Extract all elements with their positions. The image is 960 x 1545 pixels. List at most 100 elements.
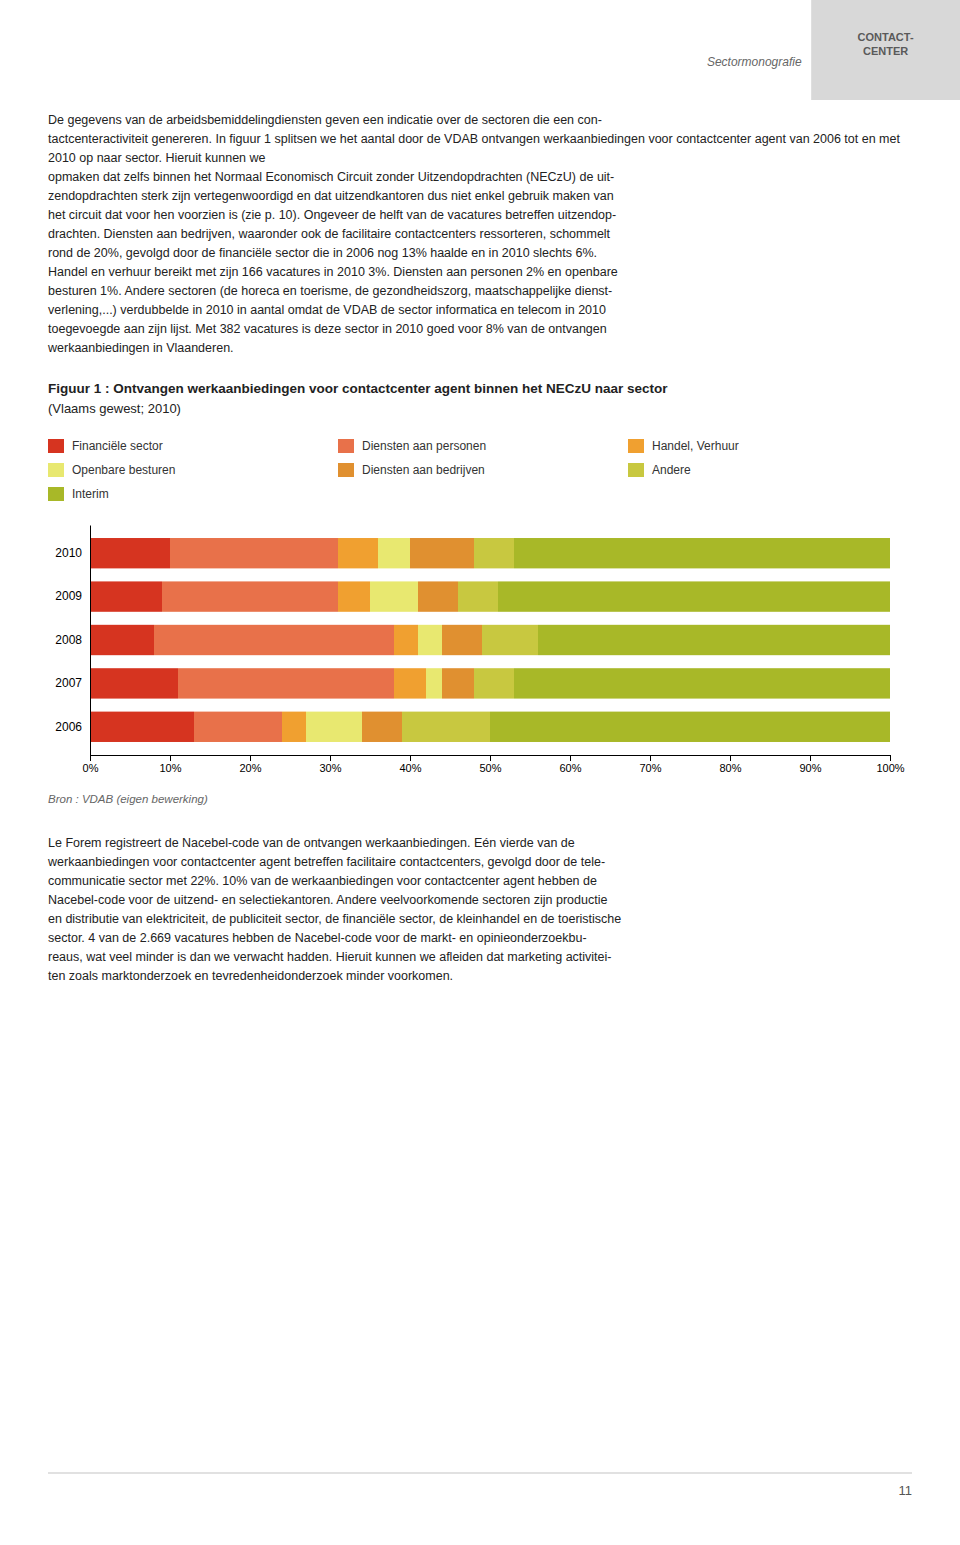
x-tick: 70% — [639, 755, 661, 774]
x-tick: 80% — [719, 755, 741, 774]
bar — [178, 668, 394, 698]
paragraph-line: tactcenteractiviteit genereren. In figuu… — [48, 132, 900, 165]
x-tick: 90% — [799, 755, 821, 774]
x-tick: 30% — [319, 755, 341, 774]
bar — [442, 625, 482, 655]
page: CONTACT-CENTERSectormonografieDe gegeven… — [0, 0, 960, 1545]
bar — [474, 538, 514, 568]
x-tick-mark — [810, 755, 811, 761]
paragraph-line: ten zoals marktonderzoek en tevredenheid… — [48, 969, 453, 983]
y-tick: 2009 — [55, 589, 90, 603]
x-tick-mark — [170, 755, 171, 761]
footer-rule — [48, 1473, 912, 1474]
x-tick-label: 40% — [399, 762, 421, 774]
bar — [90, 712, 194, 742]
bar-series — [306, 538, 442, 742]
legend-swatch — [628, 439, 644, 453]
x-tick-label: 90% — [799, 762, 821, 774]
bar — [538, 625, 890, 655]
paragraph-line: opmaken dat zelfs binnen het Normaal Eco… — [48, 170, 614, 184]
bar — [282, 712, 306, 742]
x-tick-label: 60% — [559, 762, 581, 774]
legend-label: Openbare besturen — [72, 463, 175, 477]
bar — [418, 581, 458, 611]
legend-swatch — [48, 439, 64, 453]
header-box-text: CONTACT- CENTER — [858, 31, 914, 57]
paragraph-line: rond de 20%, gevolgd door de financiële … — [48, 246, 597, 260]
bar — [514, 538, 890, 568]
x-tick-mark — [490, 755, 491, 761]
y-tick-label: 2009 — [55, 589, 82, 603]
y-tick: 2010 — [55, 546, 90, 560]
legend-label: Andere — [652, 463, 691, 477]
bar — [338, 538, 378, 568]
bar — [426, 668, 442, 698]
bar — [402, 712, 490, 742]
x-tick-label: 30% — [319, 762, 341, 774]
bar — [90, 625, 154, 655]
bar-series — [402, 538, 538, 742]
legend-label: Financiële sector — [72, 439, 163, 453]
bar — [442, 668, 474, 698]
paragraph-line: sector. 4 van de 2.669 vacatures hebben … — [48, 931, 587, 945]
paragraph-line: toegevoegde aan zijn lijst. Met 382 vaca… — [48, 322, 607, 336]
y-tick: 2008 — [55, 633, 90, 647]
header-box-line: CENTER — [863, 45, 908, 57]
x-tick: 60% — [559, 755, 581, 774]
bar — [378, 538, 410, 568]
bar-series — [362, 538, 482, 742]
bar — [154, 625, 394, 655]
paragraph-line: Handel en verhuur bereikt met zijn 166 v… — [48, 265, 618, 279]
chart: 0%10%20%30%40%50%60%70%80%90%100%2010200… — [55, 526, 904, 774]
paragraph-line: het circuit dat voor hen voorzien is (zi… — [48, 208, 616, 222]
chart-subtitle: (Vlaams gewest; 2010) — [48, 401, 181, 416]
legend-label: Diensten aan bedrijven — [362, 463, 485, 477]
x-tick-label: 10% — [159, 762, 181, 774]
x-tick-mark — [650, 755, 651, 761]
bar — [418, 625, 442, 655]
y-axis: 20102009200820072006 — [55, 526, 90, 756]
legend-swatch — [628, 463, 644, 477]
bar — [362, 712, 402, 742]
header-box-line: CONTACT- — [858, 31, 914, 43]
bar — [458, 581, 498, 611]
y-tick-label: 2010 — [55, 546, 82, 560]
bar — [90, 538, 170, 568]
y-tick-label: 2006 — [55, 720, 82, 734]
bar — [338, 581, 370, 611]
legend-label: Diensten aan personen — [362, 439, 486, 453]
paragraph-line: communicatie sector met 22%. 10% van de … — [48, 874, 597, 888]
source-text: Bron : VDAB (eigen bewerking) — [48, 793, 208, 805]
header-box — [811, 0, 960, 100]
bar — [394, 625, 418, 655]
legend-item: Financiële sector — [48, 439, 163, 453]
bar — [90, 668, 178, 698]
x-tick: 40% — [399, 755, 421, 774]
x-tick-label: 80% — [719, 762, 741, 774]
bar — [370, 581, 418, 611]
bar-series — [154, 538, 394, 742]
bar — [306, 712, 362, 742]
x-tick-label: 50% — [479, 762, 501, 774]
legend-swatch — [338, 439, 354, 453]
paragraph-line: werkaanbiedingen voor contactcenter agen… — [47, 855, 605, 869]
legend-swatch — [338, 463, 354, 477]
x-tick-mark — [330, 755, 331, 761]
legend-item: Interim — [48, 487, 109, 501]
y-tick: 2006 — [55, 720, 90, 734]
x-tick-mark — [570, 755, 571, 761]
bar — [482, 625, 538, 655]
bar — [162, 581, 338, 611]
paragraph-line: reaus, wat veel minder is dan we verwach… — [48, 950, 612, 964]
x-tick-mark — [410, 755, 411, 761]
paragraph-line: werkaanbiedingen in Vlaanderen. — [47, 341, 234, 355]
paragraph-line: drachten. Diensten aan bedrijven, waaron… — [48, 227, 611, 241]
y-tick-label: 2008 — [55, 633, 82, 647]
x-axis-line — [91, 756, 891, 762]
legend-label: Interim — [72, 487, 109, 501]
legend-item: Diensten aan bedrijven — [338, 463, 485, 477]
bar-series — [490, 538, 890, 742]
paragraph-line: Le Forem registreert de Nacebel-code van… — [48, 836, 575, 850]
bar — [194, 712, 282, 742]
x-tick-label: 70% — [639, 762, 661, 774]
